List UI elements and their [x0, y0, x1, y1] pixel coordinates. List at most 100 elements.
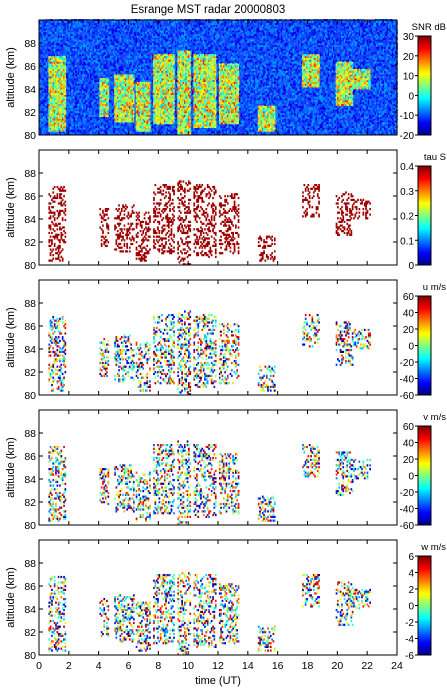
y-tick-label: 86: [24, 61, 36, 73]
colorbar-tick-label: 0: [408, 602, 414, 613]
x-tick-label: 18: [302, 660, 314, 672]
x-tick-label: 4: [96, 660, 102, 672]
y-axis-label: altitude (km): [5, 307, 17, 368]
colorbar-tick-label: -2: [405, 618, 414, 629]
data-field: [48, 572, 371, 656]
panel-3: 80 82 84 86 88 altitude (km) -60 -40 -20 0 20 40 60 u…: [5, 279, 447, 402]
y-tick-label: 80: [24, 260, 36, 272]
y-tick-label: 86: [24, 581, 36, 593]
panel-1: 80 82 84 86 88 altitude (km) -20 -10 0 10 20 30SNR …: [5, 19, 446, 142]
colorbar-tick-label: 2: [408, 585, 414, 596]
colorbar-tick-label: -60: [400, 521, 415, 532]
colorbar: -60 -40 -20 0 20 40 60 v m/s: [400, 412, 447, 532]
data-field: [48, 180, 371, 266]
data-field: [39, 19, 398, 136]
y-tick-label: 86: [24, 191, 36, 203]
colorbar-tick-label: 0.4: [400, 162, 414, 173]
y-tick-label: 80: [24, 390, 36, 402]
colorbar-tick-label: 30: [403, 32, 415, 43]
x-axis-label: time (UT): [195, 675, 241, 687]
colorbar-label: tau S: [424, 152, 446, 163]
colorbar-tick-label: -20: [400, 358, 415, 369]
colorbar-tick-label: 0: [408, 261, 414, 272]
x-tick-label: 22: [361, 660, 373, 672]
colorbar-tick-label: 0: [408, 91, 414, 102]
x-tick-label: 0: [36, 660, 42, 672]
y-tick-label: 80: [24, 130, 36, 142]
y-tick-label: 88: [24, 168, 36, 180]
x-tick-label: 6: [126, 660, 132, 672]
y-tick-label: 86: [24, 451, 36, 463]
y-tick-label: 82: [24, 237, 36, 249]
colorbar-tick-label: 0: [408, 472, 414, 483]
colorbar-tick-label: 0.2: [400, 212, 414, 223]
y-tick-label: 86: [24, 321, 36, 333]
colorbar-tick-label: -20: [400, 131, 415, 142]
colorbar-tick-label: 0.1: [400, 236, 414, 247]
y-tick-label: 84: [24, 214, 36, 226]
y-tick-label: 88: [24, 38, 36, 50]
panel-4: 80 82 84 86 88 altitude (km) -60 -40 -20 0 20 40 60 v…: [5, 409, 447, 532]
colorbar-tick-label: 40: [403, 439, 415, 450]
colorbar-tick-label: 20: [403, 455, 415, 466]
colorbar-label: u m/s: [423, 282, 446, 293]
y-tick-label: 88: [24, 558, 36, 570]
y-tick-label: 84: [24, 604, 36, 616]
axes-frame: [38, 539, 398, 656]
colorbar-frame: [417, 35, 432, 136]
colorbar-tick-label: -4: [405, 635, 414, 646]
y-axis-label: altitude (km): [5, 47, 17, 108]
colorbar-tick-label: 20: [403, 325, 415, 336]
x-tick-label: 12: [212, 660, 224, 672]
y-tick-label: 84: [24, 84, 36, 96]
colorbar-tick-label: -60: [400, 391, 415, 402]
data-field: [48, 310, 371, 396]
y-tick-label: 82: [24, 367, 36, 379]
colorbar-tick-label: 4: [408, 569, 414, 580]
y-tick-label: 82: [24, 497, 36, 509]
colorbar-label: w m/s: [420, 542, 446, 553]
colorbar-tick-label: -40: [400, 505, 415, 516]
x-tick-label: 24: [391, 660, 403, 672]
y-tick-label: 84: [24, 474, 36, 486]
x-tick-label: 8: [155, 660, 161, 672]
colorbar: -6 -4 -2 0 2 4 6 w m/s: [405, 542, 446, 662]
figure-title: Esrange MST radar 20000803: [131, 4, 286, 16]
colorbar: 0 0.1 0.2 0.3 0.4 tau S: [400, 152, 446, 272]
x-tick-label: 2: [66, 660, 72, 672]
x-tick-label: 10: [182, 660, 194, 672]
data-field: [48, 440, 371, 526]
y-tick-label: 82: [24, 107, 36, 119]
colorbar-tick-label: 0.3: [400, 187, 414, 198]
colorbar-label: SNR dB: [412, 22, 446, 33]
colorbar-tick-label: -20: [400, 488, 415, 499]
colorbar-tick-label: 20: [403, 52, 415, 63]
y-axis-label: altitude (km): [5, 567, 17, 628]
colorbar-tick-label: 60: [403, 292, 415, 303]
colorbar-tick-label: -6: [405, 651, 414, 662]
axes-frame: [38, 149, 398, 266]
colorbar-tick-label: 6: [408, 552, 414, 563]
colorbar-tick-label: -10: [400, 111, 415, 122]
colorbar-tick-label: 60: [403, 422, 415, 433]
colorbar: -60 -40 -20 0 20 40 60 u m/s: [400, 282, 447, 402]
colorbar-tick-label: 40: [403, 309, 415, 320]
x-tick-label: 20: [331, 660, 343, 672]
colorbar-label: v m/s: [423, 412, 446, 423]
y-tick-label: 80: [24, 650, 36, 662]
axes-frame: [38, 279, 398, 396]
x-tick-label: 16: [272, 660, 284, 672]
y-tick-label: 80: [24, 520, 36, 532]
panel-2: 80 82 84 86 88 altitude (km) 0 0.1 0.2 0.3 0.4 tau …: [5, 149, 446, 272]
x-tick-label: 14: [242, 660, 254, 672]
y-tick-label: 88: [24, 298, 36, 310]
colorbar-tick-label: -40: [400, 375, 415, 386]
y-tick-label: 88: [24, 428, 36, 440]
colorbar-tick-label: 0: [408, 342, 414, 353]
y-axis-label: altitude (km): [5, 437, 17, 498]
y-axis-label: altitude (km): [5, 177, 17, 238]
